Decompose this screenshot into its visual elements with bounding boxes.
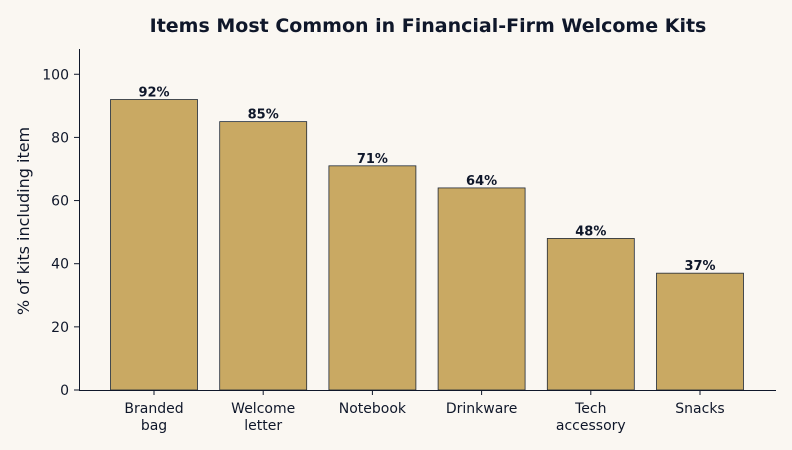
y-tick-label: 80 <box>51 130 69 146</box>
x-tick-label-line: bag <box>141 418 167 434</box>
data-label: 85% <box>248 108 279 123</box>
data-label: 71% <box>357 152 388 167</box>
y-tick-label: 20 <box>51 320 69 336</box>
x-tick-label-line: Branded <box>124 401 183 417</box>
data-label: 92% <box>138 86 169 101</box>
bar <box>110 99 198 391</box>
bar <box>219 121 308 391</box>
data-label: 64% <box>466 174 497 189</box>
data-label: 37% <box>684 259 715 274</box>
bar <box>546 238 635 391</box>
x-tick-label: Snacks <box>675 401 724 417</box>
bar <box>656 272 744 391</box>
y-axis-ticks: 0 20 40 60 80 100 <box>42 67 79 399</box>
x-tick-label-line: accessory <box>556 418 626 434</box>
x-tick-label: Drinkware <box>446 401 518 417</box>
y-tick-label: 100 <box>42 67 69 83</box>
x-tick-label-line: Tech <box>574 401 606 417</box>
y-axis-label: % of kits including item <box>14 127 33 315</box>
x-tick-label: Notebook <box>339 401 407 417</box>
bar <box>437 187 526 391</box>
x-tick-label: Welcome letter <box>231 401 295 434</box>
x-axis-ticks: Branded bag Welcome letter Notebook Drinkware… <box>124 390 725 434</box>
bar <box>328 165 417 391</box>
x-tick-label-line: letter <box>244 418 282 434</box>
y-tick-label: 40 <box>51 257 69 273</box>
chart-title: Items Most Common in Financial-Firm Welc… <box>150 15 707 37</box>
x-tick-label-line: Drinkware <box>446 401 518 417</box>
data-label: 48% <box>575 224 606 239</box>
x-tick-label-line: Welcome <box>231 401 295 417</box>
x-tick-label-line: Notebook <box>339 401 407 417</box>
y-tick-label: 60 <box>51 194 69 210</box>
y-tick-label: 0 <box>60 383 69 399</box>
bars: 92% 85% 71% 64% 48% 37% <box>110 86 744 391</box>
x-tick-label: Tech accessory <box>556 401 626 434</box>
x-tick-label-line: Snacks <box>675 401 724 417</box>
x-tick-label: Branded bag <box>124 401 183 434</box>
